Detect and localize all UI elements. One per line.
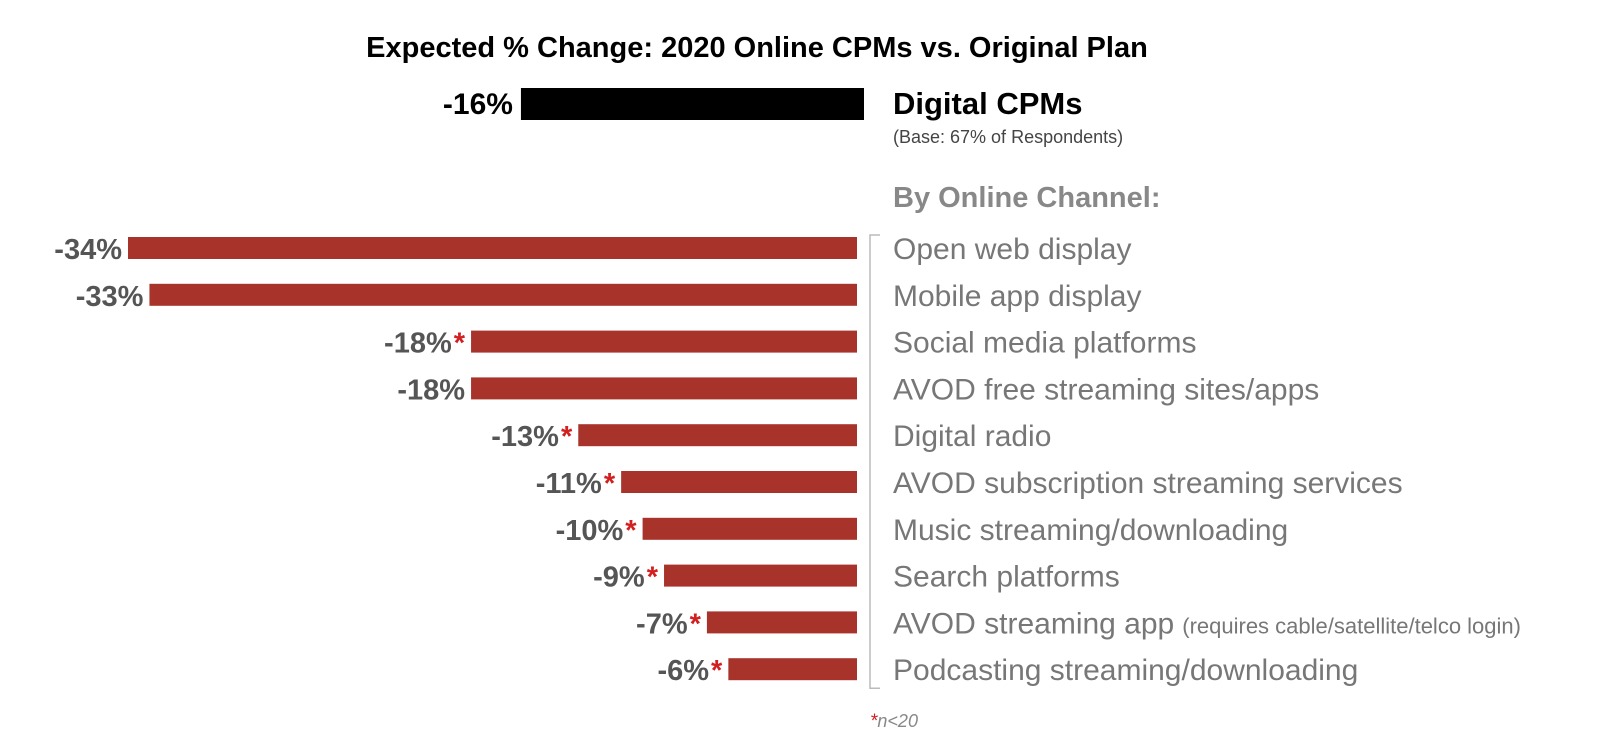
channel-value-label: -13%*	[491, 421, 573, 453]
channel-bracket	[869, 234, 880, 689]
channel-bars: -34% Open web display -33% Mobile app displ…	[54, 233, 1521, 687]
channel-value-label: -33%	[76, 281, 144, 313]
overall-label: Digital CPMs	[893, 86, 1082, 121]
channel-category-label: AVOD free streaming sites/apps	[893, 373, 1319, 406]
channel-category-text: AVOD free streaming sites/apps	[893, 373, 1319, 406]
channel-flag-asterisk: *	[454, 328, 466, 360]
channel-category-text: AVOD streaming app	[893, 607, 1174, 640]
channel-value-text: -9%	[593, 562, 645, 594]
channel-value-text: -6%	[657, 655, 709, 687]
channel-bar	[128, 237, 857, 259]
footnote-text: n<20	[877, 711, 918, 731]
channel-value-text: -7%	[636, 608, 688, 640]
channel-value-text: -18%	[384, 328, 452, 360]
channel-category-label: Search platforms	[893, 561, 1120, 594]
channel-flag-asterisk: *	[711, 655, 723, 687]
channel-flag-asterisk: *	[625, 515, 637, 547]
channel-flag-asterisk: *	[604, 468, 616, 500]
channel-category-label: Social media platforms	[893, 327, 1196, 360]
channel-bar	[706, 611, 857, 634]
channel-value-text: -18%	[397, 374, 465, 406]
channel-bar	[578, 424, 857, 447]
chart-title: Expected % Change: 2020 Online CPMs vs. …	[366, 32, 1148, 64]
footnote-star: *	[870, 711, 878, 732]
channel-bar	[471, 330, 857, 353]
channel-value-label: -11%*	[536, 468, 616, 500]
channel-category-text: Podcasting streaming/downloading	[893, 654, 1358, 687]
channel-category-label: Music streaming/downloading	[893, 514, 1288, 547]
channel-category-text: Open web display	[893, 233, 1131, 266]
channel-category-text: Mobile app display	[893, 280, 1141, 313]
channel-category-text: Digital radio	[893, 420, 1051, 453]
channel-value-label: -6%*	[657, 655, 723, 687]
channel-category-label: AVOD subscription streaming services	[893, 467, 1403, 500]
channel-value-text: -34%	[54, 234, 122, 266]
channel-bar	[642, 517, 857, 540]
overall-bar	[520, 88, 864, 120]
channel-value-text: -13%	[491, 421, 559, 453]
channel-value-text: -10%	[556, 515, 624, 547]
channel-bar	[149, 283, 858, 306]
channel-category-note: (requires cable/satellite/telco login)	[1182, 613, 1521, 638]
channel-value-label: -9%*	[593, 562, 659, 594]
channel-bar	[621, 471, 857, 493]
channel-category-label: AVOD streaming app (requires cable/satell…	[893, 607, 1521, 640]
channel-bar	[664, 564, 857, 587]
channel-value-text: -11%	[536, 468, 602, 500]
base-note: (Base: 67% of Respondents)	[893, 127, 1123, 147]
channel-bar	[471, 377, 857, 400]
channel-flag-asterisk: *	[561, 421, 573, 453]
channel-bar	[728, 658, 857, 681]
channel-category-label: Mobile app display	[893, 280, 1141, 313]
footnote: *n<20	[870, 711, 918, 732]
channel-category-text: Social media platforms	[893, 327, 1196, 360]
channel-value-text: -33%	[76, 281, 144, 313]
channel-category-text: Music streaming/downloading	[893, 514, 1288, 547]
channel-category-text: Search platforms	[893, 561, 1120, 594]
channel-category-label: Digital radio	[893, 420, 1051, 453]
channel-category-text: AVOD subscription streaming services	[893, 467, 1403, 500]
section-heading: By Online Channel:	[893, 182, 1160, 214]
channel-value-label: -18%	[397, 374, 465, 406]
channel-category-label: Open web display	[893, 233, 1131, 266]
channel-value-label: -18%*	[384, 328, 466, 360]
overall-value-label: -16%	[443, 88, 513, 121]
channel-flag-asterisk: *	[647, 562, 659, 594]
channel-value-label: -34%	[54, 234, 122, 266]
channel-flag-asterisk: *	[690, 608, 702, 640]
channel-value-label: -7%*	[636, 608, 702, 640]
channel-category-label: Podcasting streaming/downloading	[893, 654, 1358, 687]
channel-value-label: -10%*	[556, 515, 638, 547]
